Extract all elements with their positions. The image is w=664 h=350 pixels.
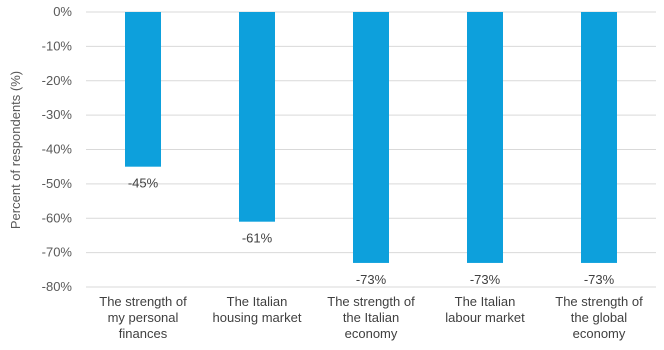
data-label: -45% xyxy=(128,176,159,191)
y-tick-label: -30% xyxy=(42,107,73,122)
bar xyxy=(239,12,275,222)
y-axis-title: Percent of respondents (%) xyxy=(8,71,23,229)
y-tick-label: -20% xyxy=(42,73,73,88)
y-tick-label: -40% xyxy=(42,142,73,157)
y-tick-label: -10% xyxy=(42,38,73,53)
y-tick-label: -80% xyxy=(42,279,73,294)
x-category-label: The Italian labour market xyxy=(445,294,525,325)
data-label: -73% xyxy=(470,272,501,287)
data-labels: -45% -61% -73% -73% -73% xyxy=(128,176,615,287)
bars xyxy=(125,12,617,263)
x-category-label: The strength of the global economy xyxy=(555,294,643,341)
y-tick-label: -50% xyxy=(42,176,73,191)
bar xyxy=(581,12,617,263)
data-label: -73% xyxy=(356,272,387,287)
data-label: -61% xyxy=(242,231,273,246)
x-axis-categories: The strength of my personal finances The It… xyxy=(99,294,643,341)
x-category-label: The strength of the Italian economy xyxy=(327,294,415,341)
y-axis-ticks: 0% -10% -20% -30% -40% -50% -60% -70% -80% xyxy=(42,4,73,294)
x-category-label: The strength of my personal finances xyxy=(99,294,187,341)
bar xyxy=(125,12,161,167)
bar xyxy=(353,12,389,263)
y-tick-label: -60% xyxy=(42,210,73,225)
x-category-label: The Italian housing market xyxy=(213,294,302,325)
data-label: -73% xyxy=(584,272,615,287)
y-tick-label: -70% xyxy=(42,245,73,260)
bar xyxy=(467,12,503,263)
y-tick-label: 0% xyxy=(53,4,72,19)
